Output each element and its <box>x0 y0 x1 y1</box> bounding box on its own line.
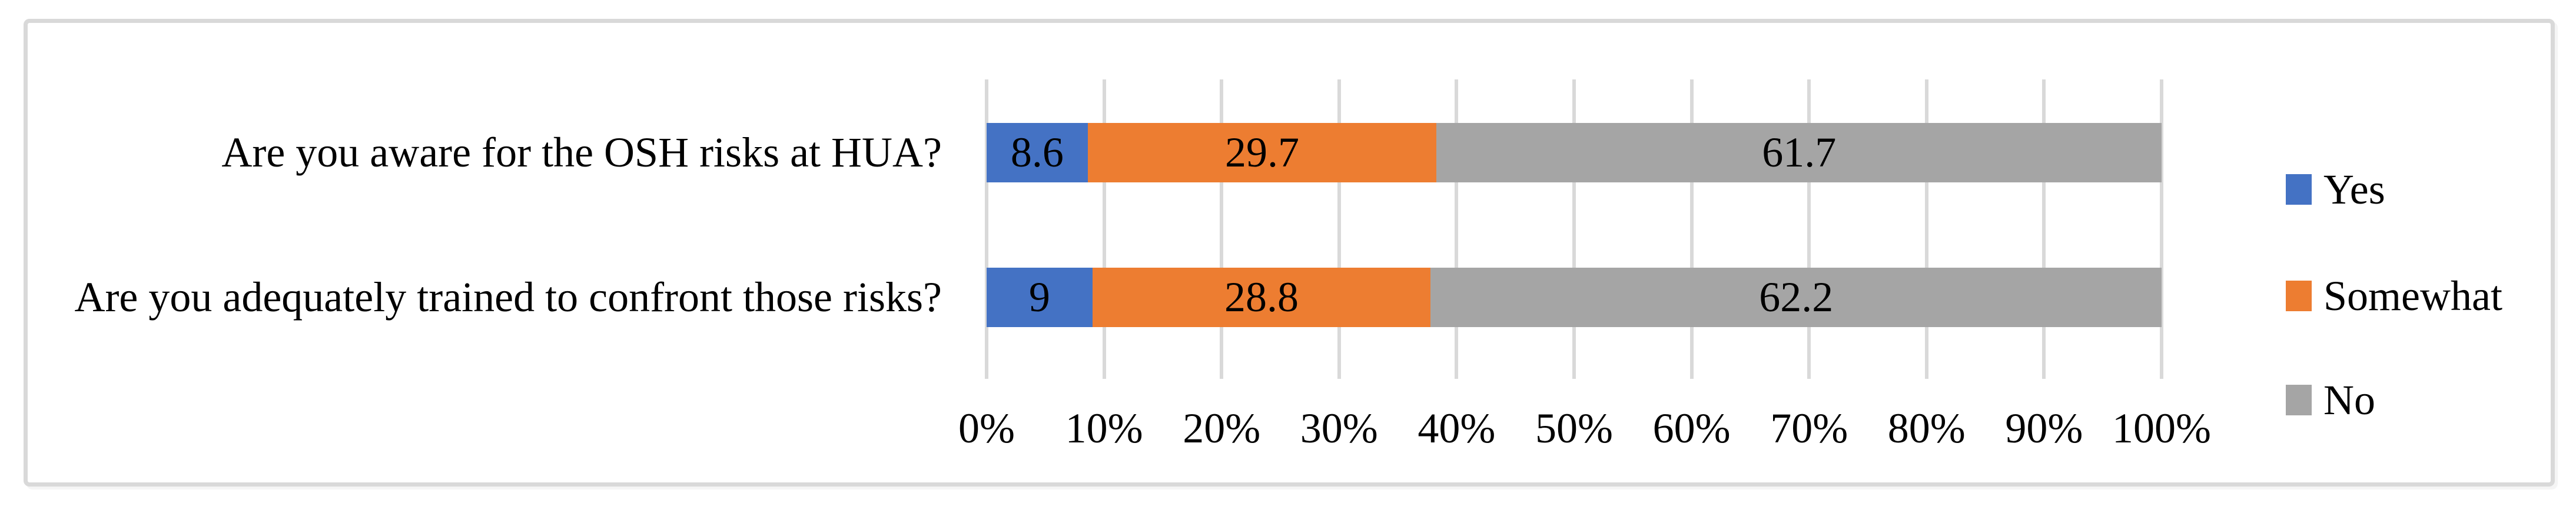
x-tick-label: 100% <box>2112 405 2211 452</box>
legend-swatch-somewhat <box>2286 281 2312 311</box>
x-tick-label: 50% <box>1535 405 1613 452</box>
bar-row: 9 28.8 62.2 <box>987 268 2162 327</box>
bar-segment-no: 61.7 <box>1436 123 2162 182</box>
gridline <box>1337 79 1341 379</box>
legend-label: No <box>2323 377 2375 424</box>
gridline <box>1807 79 1811 379</box>
chart-frame <box>24 19 2555 487</box>
legend-swatch-yes <box>2286 174 2312 205</box>
legend-entry-no: No <box>2286 365 2375 435</box>
gridline <box>1689 79 1694 379</box>
gridline <box>1220 79 1224 379</box>
bar-segment-somewhat: 28.8 <box>1092 268 1431 327</box>
bar-segment-yes: 9 <box>987 268 1093 327</box>
gridline <box>2042 79 2046 379</box>
bar-value-label: 8.6 <box>1010 129 1064 176</box>
bar-value-label: 29.7 <box>1225 129 1300 176</box>
bar-row: 8.6 29.7 61.7 <box>987 123 2162 182</box>
legend-label: Somewhat <box>2323 272 2502 319</box>
x-tick-label: 60% <box>1652 405 1731 452</box>
category-label-2: Are you adequately trained to confront t… <box>74 274 942 321</box>
bar-segment-somewhat: 29.7 <box>1087 123 1437 182</box>
gridline <box>1924 79 1928 379</box>
x-tick-label: 30% <box>1300 405 1378 452</box>
legend-swatch-no <box>2286 385 2312 415</box>
x-tick-label: 10% <box>1065 405 1143 452</box>
gridline <box>2160 79 2163 379</box>
x-tick-label: 0% <box>958 405 1015 452</box>
category-label-1: Are you aware for the OSH risks at HUA? <box>221 129 942 176</box>
legend-label: Yes <box>2323 166 2385 213</box>
x-tick-label: 70% <box>1770 405 1848 452</box>
gridline <box>1572 79 1576 379</box>
gridline <box>985 79 988 379</box>
bar-segment-yes: 8.6 <box>987 123 1088 182</box>
legend-entry-yes: Yes <box>2286 154 2385 225</box>
bar-value-label: 28.8 <box>1224 274 1299 321</box>
legend-entry-somewhat: Somewhat <box>2286 261 2502 331</box>
x-tick-label: 80% <box>1887 405 1966 452</box>
bar-value-label: 61.7 <box>1762 129 1837 176</box>
x-tick-label: 40% <box>1418 405 1496 452</box>
x-tick-label: 20% <box>1183 405 1261 452</box>
bar-segment-no: 62.2 <box>1430 268 2162 327</box>
bar-value-label: 9 <box>1028 274 1050 321</box>
x-tick-label: 90% <box>2005 405 2083 452</box>
bar-value-label: 62.2 <box>1759 274 1834 321</box>
gridline <box>1102 79 1106 379</box>
gridline <box>1455 79 1459 379</box>
